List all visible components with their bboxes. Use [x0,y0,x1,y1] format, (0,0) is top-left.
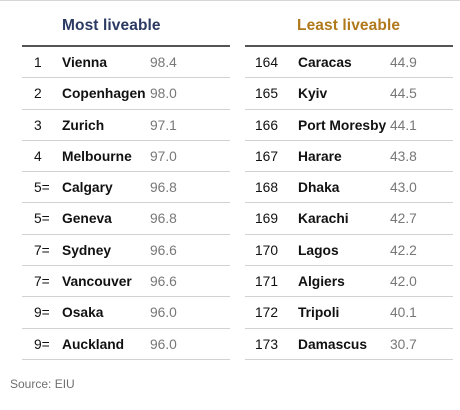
score-cell: 96.8 [150,211,177,227]
score-cell: 97.1 [150,117,177,133]
table-row: 7= Sydney 96.6 [22,235,230,267]
table-row: 2 Copenhagen 98.0 [22,78,230,110]
most-liveable-title: Most liveable [62,17,161,34]
rank-cell: 170 [255,242,279,258]
city-cell: Kyiv [298,86,328,102]
score-cell: 43.0 [390,180,417,196]
score-cell: 44.9 [390,55,417,70]
city-cell: Zurich [62,117,105,133]
rank-cell: 172 [255,305,279,321]
table-row: 173 Damascus 30.7 [245,329,453,360]
table-row: 5= Geneva 96.8 [22,203,230,235]
table-row: 172 Tripoli 40.1 [245,297,453,329]
rank-cell: 171 [255,274,279,290]
table-row: 5= Calgary 96.8 [22,172,230,204]
score-cell: 40.1 [390,305,417,321]
most-liveable-header-rule [22,45,230,47]
rank-cell: 4 [34,148,42,164]
city-cell: Damascus [298,336,368,352]
city-cell: Karachi [298,211,349,227]
rank-cell: 1 [34,55,42,70]
rank-cell: 169 [255,211,279,227]
city-cell: Copenhagen [62,86,146,102]
table-row: 166 Port Moresby 44.1 [245,110,453,141]
rank-cell: 5= [34,211,50,227]
table-row: 9= Auckland 96.0 [22,329,230,360]
table-row: 7= Vancouver 96.6 [22,266,230,298]
rank-cell: 167 [255,148,279,164]
rank-cell: 164 [255,55,279,70]
rank-cell: 5= [34,180,50,196]
city-cell: Vancouver [62,274,132,290]
score-cell: 98.0 [150,86,177,102]
table-row: 164 Caracas 44.9 [245,47,453,79]
rank-cell: 9= [34,336,50,352]
rank-cell: 3 [34,117,42,133]
rank-cell: 9= [34,305,50,321]
score-cell: 98.4 [150,55,177,70]
city-cell: Harare [298,148,342,164]
city-cell: Port Moresby [298,117,387,133]
score-cell: 96.6 [150,242,177,258]
table-row: 165 Kyiv 44.5 [245,78,453,110]
city-cell: Calgary [62,180,113,196]
table-row: 4 Melbourne 97.0 [22,141,230,173]
city-cell: Algiers [298,274,345,290]
city-cell: Lagos [298,242,339,258]
city-cell: Caracas [298,55,352,70]
city-cell: Melbourne [62,148,132,164]
score-cell: 96.6 [150,274,177,290]
city-cell: Geneva [62,211,112,227]
city-cell: Dhaka [298,180,340,196]
score-cell: 42.2 [390,242,417,258]
most-liveable-table: Most liveable 1 Vienna 98.4 2 Copenhagen… [22,12,230,360]
least-liveable-header-rule [245,45,453,47]
least-liveable-title: Least liveable [297,17,401,34]
rank-cell: 2 [34,86,42,102]
table-row: 168 Dhaka 43.0 [245,172,453,204]
most-liveable-rows: 1 Vienna 98.4 2 Copenhagen 98.0 3 Zurich… [22,47,230,360]
score-cell: 43.8 [390,148,417,164]
city-cell: Vienna [62,55,107,70]
table-row: 9= Osaka 96.0 [22,297,230,329]
city-cell: Sydney [62,242,112,258]
city-cell: Auckland [62,336,125,352]
source-note: Source: EIU [10,377,75,391]
score-cell: 97.0 [150,148,177,164]
rank-cell: 7= [34,274,50,290]
city-cell: Tripoli [298,305,340,321]
rank-cell: 7= [34,242,50,258]
least-liveable-rows: 164 Caracas 44.9 165 Kyiv 44.5 166 Port … [245,47,453,360]
table-row: 3 Zurich 97.1 [22,110,230,141]
table-row: 169 Karachi 42.7 [245,203,453,235]
score-cell: 96.0 [150,336,177,352]
score-cell: 42.0 [390,274,417,290]
rank-cell: 173 [255,336,279,352]
score-cell: 96.0 [150,305,177,321]
least-liveable-table: Least liveable 164 Caracas 44.9 165 Kyiv… [245,12,453,360]
score-cell: 96.8 [150,180,177,196]
score-cell: 44.1 [390,117,417,133]
score-cell: 42.7 [390,211,417,227]
score-cell: 44.5 [390,86,417,102]
table-row: 167 Harare 43.8 [245,141,453,173]
top-divider [0,0,460,1]
table-row: 170 Lagos 42.2 [245,235,453,267]
score-cell: 30.7 [390,336,417,352]
rank-cell: 166 [255,117,279,133]
rank-cell: 168 [255,180,279,196]
table-row: 171 Algiers 42.0 [245,266,453,298]
table-row: 1 Vienna 98.4 [22,47,230,79]
rank-cell: 165 [255,86,279,102]
city-cell: Osaka [62,305,104,321]
